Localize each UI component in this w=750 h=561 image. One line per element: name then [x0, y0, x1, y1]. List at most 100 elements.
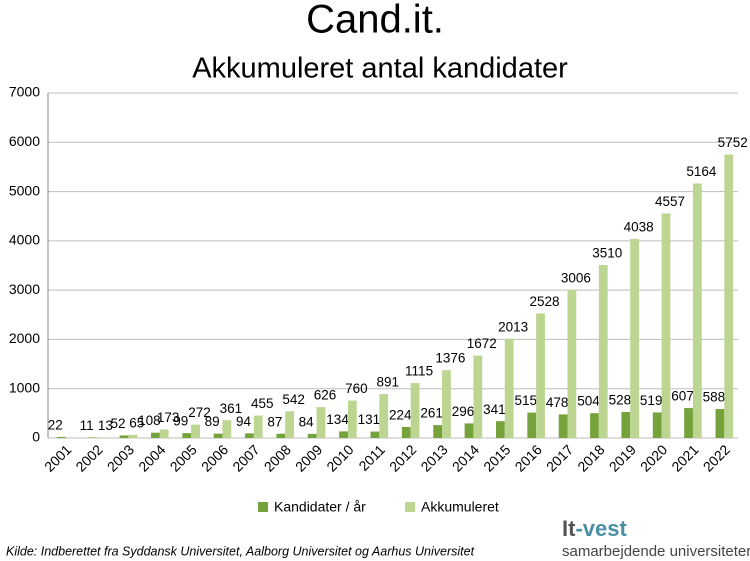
x-tick-label: 2006 [198, 441, 231, 474]
x-tick-label: 2014 [449, 441, 482, 474]
x-tick-label: 2012 [386, 441, 419, 474]
value-label: 89 [205, 414, 220, 429]
bar [410, 383, 420, 438]
value-label: 261 [420, 406, 443, 421]
value-label: 5752 [718, 135, 748, 150]
x-tick-label: 2013 [417, 441, 450, 474]
bar [684, 408, 693, 438]
bar [495, 421, 505, 438]
legend-label: Akkumuleret [421, 499, 499, 515]
x-tick-label: 2021 [668, 441, 701, 474]
bar [567, 289, 577, 438]
value-label: 1376 [435, 351, 465, 366]
x-tick-label: 2008 [261, 441, 294, 474]
chart-subtitle: Akkumuleret antal kandidater [192, 53, 568, 85]
bar [276, 433, 286, 438]
y-tick-label: 7000 [9, 84, 40, 100]
bar [590, 413, 599, 438]
y-tick-label: 4000 [9, 232, 40, 248]
bar [307, 433, 317, 438]
bar [598, 265, 608, 438]
bar [347, 400, 357, 438]
bar [88, 437, 98, 438]
x-tick-label: 2017 [543, 441, 576, 474]
logo-part: -vest [575, 516, 627, 541]
legend-label: Kandidater / år [274, 499, 366, 515]
bar [621, 411, 631, 438]
value-label: 2528 [530, 294, 560, 309]
value-label: 760 [345, 381, 368, 396]
bar [253, 415, 263, 438]
bar [119, 435, 129, 438]
value-label: 3510 [592, 246, 622, 261]
bar [401, 426, 411, 438]
bar [285, 411, 295, 438]
x-tick-label: 2009 [292, 441, 325, 474]
logo-tagline: samarbejdende universiteter [562, 543, 750, 560]
x-tick-label: 2001 [41, 441, 74, 474]
x-tick-label: 2002 [72, 441, 105, 474]
x-tick-label: 2007 [229, 441, 262, 474]
x-tick-label: 2011 [355, 441, 388, 474]
value-label: 224 [389, 408, 412, 423]
bar [536, 313, 545, 438]
bar [433, 425, 443, 438]
value-label: 296 [452, 404, 475, 419]
value-label: 108 [138, 413, 161, 428]
bar [724, 154, 734, 438]
x-tick-label: 2016 [512, 441, 545, 474]
bar [558, 414, 568, 438]
logo-name: It-vest [562, 516, 627, 541]
y-tick-label: 3000 [9, 281, 40, 297]
value-label: 455 [251, 396, 274, 411]
bar [245, 433, 254, 438]
bar [97, 437, 106, 438]
value-label: 272 [188, 405, 211, 420]
y-tick-label: 2000 [9, 330, 40, 346]
y-tick-label: 0 [32, 429, 40, 445]
bar [630, 238, 640, 438]
x-tick-label: 2015 [480, 441, 513, 474]
value-label: 515 [514, 393, 537, 408]
bar [182, 433, 192, 438]
logo-part: It [562, 516, 576, 541]
value-label: 1115 [405, 364, 433, 379]
bar [56, 436, 66, 438]
value-label: 519 [640, 393, 663, 408]
value-label: 3006 [561, 270, 591, 285]
value-label: 5164 [686, 164, 717, 179]
x-tick-label: 2004 [135, 441, 168, 474]
y-tick-label: 6000 [9, 133, 40, 149]
value-label: 4038 [624, 220, 654, 235]
bar [213, 433, 223, 438]
bar [339, 431, 348, 438]
value-label: 626 [314, 388, 337, 403]
bar [370, 431, 380, 438]
value-label: 891 [376, 375, 399, 390]
x-tick-label: 2005 [167, 441, 200, 474]
chart-title: Cand.it. [306, 0, 444, 42]
value-label: 11 [80, 418, 94, 433]
value-label: 607 [671, 389, 694, 404]
value-label: 341 [483, 402, 506, 417]
value-label: 361 [220, 401, 243, 416]
legend-swatch [405, 502, 415, 512]
value-label: 478 [546, 395, 569, 410]
y-tick-label: 1000 [9, 379, 40, 395]
value-label: 134 [326, 412, 349, 427]
value-label: 87 [267, 414, 282, 429]
value-label: 1672 [467, 336, 497, 351]
bar [191, 424, 200, 438]
bar [652, 412, 662, 438]
bar [464, 423, 474, 438]
value-label: 131 [358, 412, 381, 427]
value-label: 588 [703, 390, 726, 405]
value-label: 65 [129, 415, 144, 430]
bar [159, 429, 169, 438]
value-label: 542 [282, 392, 305, 407]
bar [128, 434, 138, 438]
bar [661, 213, 671, 438]
x-tick-label: 2018 [574, 441, 607, 474]
source-note: Kilde: Indberettet fra Syddansk Universi… [6, 544, 475, 558]
bar [150, 432, 160, 438]
